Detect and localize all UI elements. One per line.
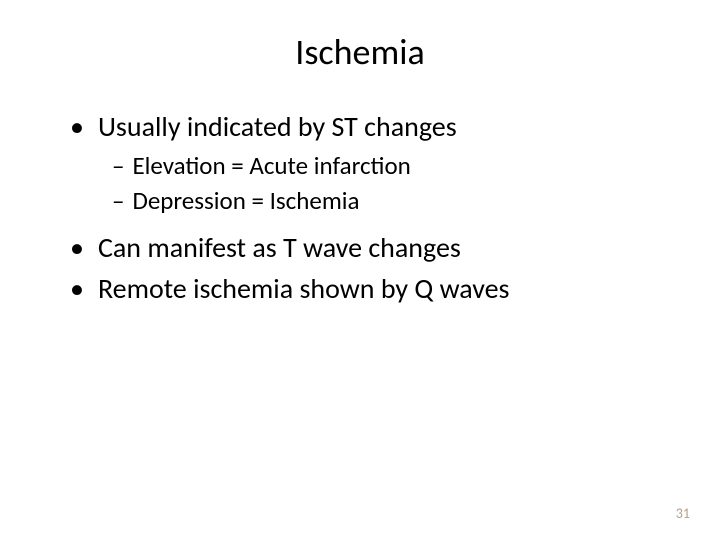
dash-marker-icon: – <box>112 150 124 181</box>
bullet-item: • Remote ischemia shown by Q waves <box>70 271 680 306</box>
sub-bullet-group: – Elevation = Acute infarction – Depress… <box>70 150 680 216</box>
bullet-marker-icon: • <box>70 271 84 306</box>
bullet-text: Can manifest as T wave changes <box>98 230 680 265</box>
bullet-item: • Can manifest as T wave changes <box>70 230 680 265</box>
bullet-marker-icon: • <box>70 109 84 144</box>
slide-content: • Usually indicated by ST changes – Elev… <box>0 109 720 306</box>
sub-bullet-text: Depression = Ischemia <box>132 185 680 216</box>
bullet-item: • Usually indicated by ST changes <box>70 109 680 144</box>
sub-bullet-text: Elevation = Acute infarction <box>132 150 680 181</box>
page-number: 31 <box>676 505 690 522</box>
slide-title: Ischemia <box>0 30 720 74</box>
bullet-text: Remote ischemia shown by Q waves <box>98 271 680 306</box>
sub-bullet-item: – Elevation = Acute infarction <box>112 150 680 181</box>
sub-bullet-item: – Depression = Ischemia <box>112 185 680 216</box>
bullet-marker-icon: • <box>70 230 84 265</box>
dash-marker-icon: – <box>112 185 124 216</box>
slide-container: Ischemia • Usually indicated by ST chang… <box>0 0 720 540</box>
bullet-text: Usually indicated by ST changes <box>98 109 680 144</box>
